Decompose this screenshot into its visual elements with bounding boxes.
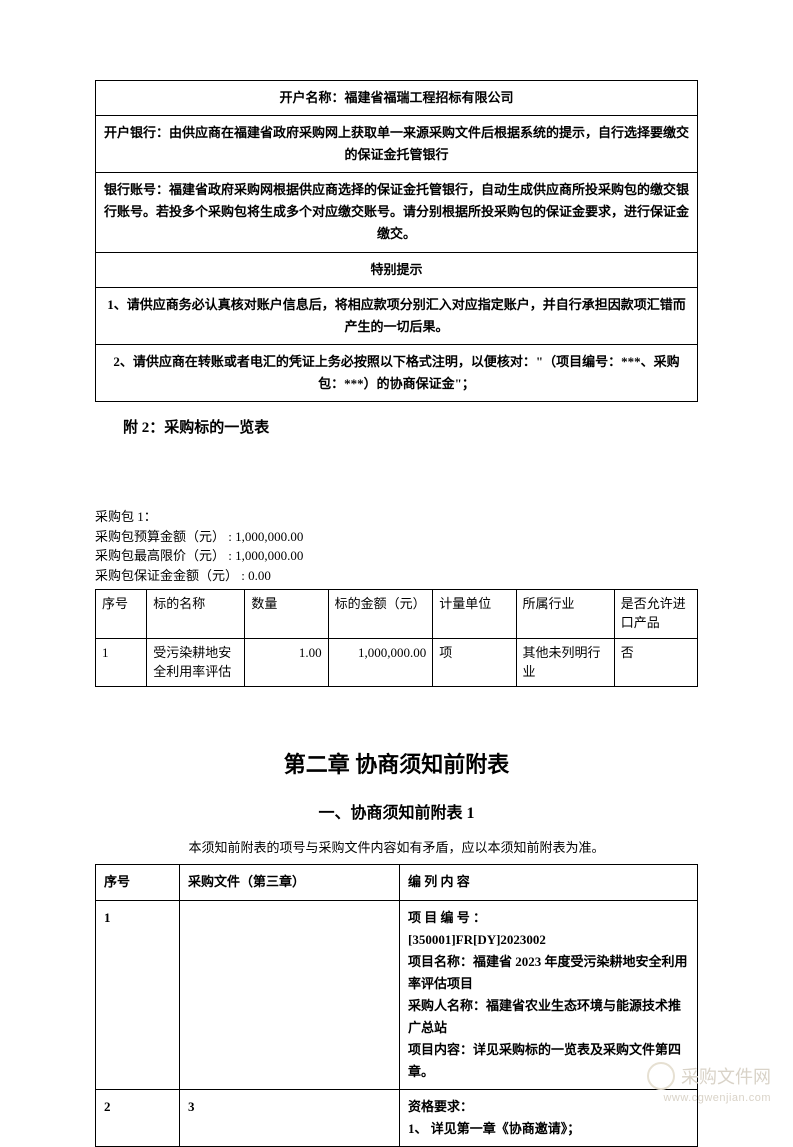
tip2-row: 2、请供应商在转账或者电汇的凭证上务必按照以下格式注明，以便核对："（项目编号：… xyxy=(96,344,698,401)
table-row: 1 受污染耕地安全利用率评估 1.00 1,000,000.00 项 其他未列明… xyxy=(96,638,698,687)
r-name: 受污染耕地安全利用率评估 xyxy=(147,638,245,687)
deposit-label: 采购包保证金金额（元） xyxy=(95,568,238,583)
r2-no: 2 xyxy=(96,1090,180,1147)
r2-mid: 3 xyxy=(180,1090,400,1147)
budget-value: 1,000,000.00 xyxy=(235,529,303,544)
watermark-text: 采购文件网 xyxy=(681,1067,771,1087)
r-no: 1 xyxy=(96,638,147,687)
chapter-title: 第二章 协商须知前附表 xyxy=(95,747,698,779)
table-row: 2 3 资格要求：1、 详见第一章《协商邀请》； xyxy=(96,1090,698,1147)
ah1: 采购文件（第三章） xyxy=(180,865,400,900)
watermark-icon xyxy=(647,1062,675,1090)
h-name: 标的名称 xyxy=(147,590,245,639)
note-line: 本须知前附表的项号与采购文件内容如有矛盾，应以本须知前附表为准。 xyxy=(95,837,698,856)
h-no: 序号 xyxy=(96,590,147,639)
r-amount: 1,000,000.00 xyxy=(328,638,433,687)
ah2: 编 列 内 容 xyxy=(400,865,698,900)
special-tip-row: 特别提示 xyxy=(96,252,698,287)
package-name: 采购包 1： xyxy=(95,507,698,527)
h-import: 是否允许进口产品 xyxy=(614,590,697,639)
ceiling-value: 1,000,000.00 xyxy=(235,548,303,563)
bank-row: 开户银行：由供应商在福建省政府采购网上获取单一来源采购文件后根据系统的提示，自行… xyxy=(96,116,698,173)
tip1-row: 1、请供应商务必认真核对账户信息后，将相应款项分别汇入对应指定账户，并自行承担因… xyxy=(96,287,698,344)
deposit-value: 0.00 xyxy=(248,568,271,583)
r-industry: 其他未列明行业 xyxy=(516,638,614,687)
ah0: 序号 xyxy=(96,865,180,900)
h-amount: 标的金额（元） xyxy=(328,590,433,639)
account-info-table: 开户名称：福建省福瑞工程招标有限公司 开户银行：由供应商在福建省政府采购网上获取… xyxy=(95,80,698,402)
table-header-row: 序号 采购文件（第三章） 编 列 内 容 xyxy=(96,865,698,900)
table-header-row: 序号 标的名称 数量 标的金额（元） 计量单位 所属行业 是否允许进口产品 xyxy=(96,590,698,639)
deposit-line: 采购包保证金金额（元） : 0.00 xyxy=(95,566,698,586)
appendix-table: 序号 采购文件（第三章） 编 列 内 容 1 项 目 编 号 ：[350001]… xyxy=(95,864,698,1147)
r-import: 否 xyxy=(614,638,697,687)
budget-line: 采购包预算金额（元） : 1,000,000.00 xyxy=(95,527,698,547)
r-unit: 项 xyxy=(433,638,516,687)
h-qty: 数量 xyxy=(245,590,328,639)
package-block: 采购包 1： 采购包预算金额（元） : 1,000,000.00 采购包最高限价… xyxy=(95,507,698,585)
bid-subject-table: 序号 标的名称 数量 标的金额（元） 计量单位 所属行业 是否允许进口产品 1 … xyxy=(95,589,698,687)
watermark-url: www.cgwenjian.com xyxy=(647,1092,771,1104)
attachment-title: 附 2：采购标的一览表 xyxy=(123,416,698,437)
h-industry: 所属行业 xyxy=(516,590,614,639)
r1-mid xyxy=(180,900,400,1090)
ceiling-label: 采购包最高限价（元） xyxy=(95,548,225,563)
table-row: 1 项 目 编 号 ：[350001]FR[DY]2023002项目名称：福建省… xyxy=(96,900,698,1090)
account-name-row: 开户名称：福建省福瑞工程招标有限公司 xyxy=(96,81,698,116)
budget-label: 采购包预算金额（元） xyxy=(95,529,225,544)
r-qty: 1.00 xyxy=(245,638,328,687)
account-no-row: 银行账号：福建省政府采购网根据供应商选择的保证金托管银行，自动生成供应商所投采购… xyxy=(96,173,698,252)
section-title: 一、协商须知前附表 1 xyxy=(95,799,698,823)
ceiling-line: 采购包最高限价（元） : 1,000,000.00 xyxy=(95,546,698,566)
r1-no: 1 xyxy=(96,900,180,1090)
h-unit: 计量单位 xyxy=(433,590,516,639)
watermark: 采购文件网 www.cgwenjian.com xyxy=(647,1062,771,1104)
